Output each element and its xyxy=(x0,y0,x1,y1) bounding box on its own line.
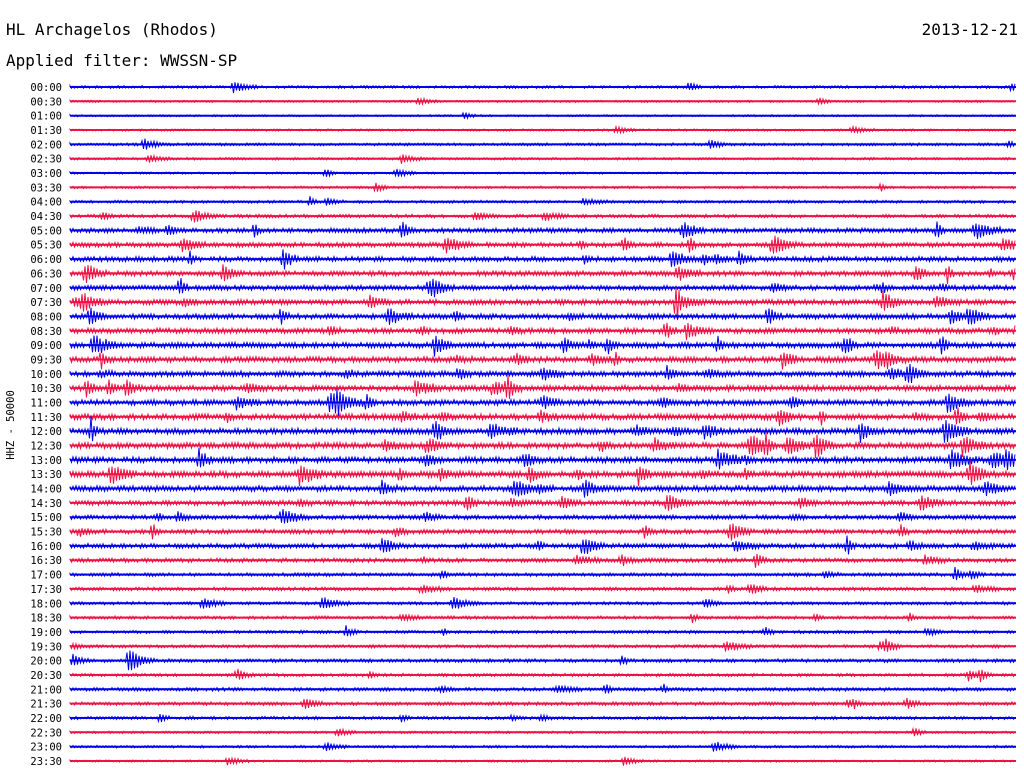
row-tick-label: 02:30 xyxy=(30,154,62,166)
y-axis-label: HHZ - 50000 xyxy=(5,390,17,460)
row-tick-label: 05:00 xyxy=(30,225,62,237)
row-tick-label: 01:00 xyxy=(30,111,62,123)
filter-label: Applied filter: WWSSN-SP xyxy=(6,51,237,70)
trace-row xyxy=(69,447,1016,471)
row-tick-label: 07:30 xyxy=(30,297,62,309)
row-tick-label: 22:30 xyxy=(30,727,62,739)
row-tick-label: 14:00 xyxy=(30,484,62,496)
trace-row xyxy=(69,287,1016,320)
row-tick-label: 12:00 xyxy=(30,426,62,438)
row-tick-label: 14:30 xyxy=(30,498,62,510)
row-tick-label: 04:00 xyxy=(30,197,62,209)
row-tick-label: 12:30 xyxy=(30,441,62,453)
row-tick-label: 09:30 xyxy=(30,355,62,367)
station-title: HL Archagelos (Rhodos) xyxy=(6,20,218,39)
row-tick-label: 06:00 xyxy=(30,254,62,266)
row-tick-label: 09:00 xyxy=(30,340,62,352)
row-tick-label: 20:30 xyxy=(30,670,62,682)
row-tick-label: 22:00 xyxy=(30,713,62,725)
trace-row xyxy=(69,638,1016,652)
row-tick-label: 15:30 xyxy=(30,527,62,539)
row-tick-label: 01:30 xyxy=(30,125,62,137)
row-tick-label: 02:00 xyxy=(30,139,62,151)
row-tick-label: 18:00 xyxy=(30,598,62,610)
row-tick-label: 07:00 xyxy=(30,283,62,295)
row-tick-label: 17:00 xyxy=(30,570,62,582)
date-label: 2013-12-21 xyxy=(922,20,1018,39)
row-tick-label: 11:00 xyxy=(30,398,62,410)
row-tick-label: 19:00 xyxy=(30,627,62,639)
row-tick-label: 19:30 xyxy=(30,641,62,653)
row-tick-label: 20:00 xyxy=(30,656,62,668)
row-tick-label: 21:00 xyxy=(30,684,62,696)
row-tick-label: 23:00 xyxy=(30,742,62,754)
row-tick-label: 05:30 xyxy=(30,240,62,252)
row-tick-label: 00:30 xyxy=(30,96,62,108)
row-tick-labels: 00:00 00:30 01:00 01:30 02:00 02:30 03:00 03:30… xyxy=(30,82,62,768)
trace-group xyxy=(69,82,1016,766)
row-tick-label: 16:30 xyxy=(30,555,62,567)
row-tick-label: 04:30 xyxy=(30,211,62,223)
row-tick-label: 21:30 xyxy=(30,699,62,711)
row-tick-label: 13:00 xyxy=(30,455,62,467)
row-tick-label: 17:30 xyxy=(30,584,62,596)
row-tick-label: 15:00 xyxy=(30,512,62,524)
row-tick-label: 10:00 xyxy=(30,369,62,381)
row-tick-label: 13:30 xyxy=(30,469,62,481)
row-tick-label: 03:30 xyxy=(30,182,62,194)
row-tick-label: 08:00 xyxy=(30,311,62,323)
trace-row xyxy=(69,566,1016,581)
row-tick-label: 16:00 xyxy=(30,541,62,553)
row-tick-label: 10:30 xyxy=(30,383,62,395)
row-tick-label: 03:00 xyxy=(30,168,62,180)
row-tick-label: 23:30 xyxy=(30,756,62,768)
row-tick-label: 18:30 xyxy=(30,613,62,625)
row-tick-label: 06:30 xyxy=(30,268,62,280)
row-tick-label: 11:30 xyxy=(30,412,62,424)
row-tick-label: 00:00 xyxy=(30,82,62,94)
trace-row xyxy=(69,625,1016,638)
row-tick-label: 08:30 xyxy=(30,326,62,338)
